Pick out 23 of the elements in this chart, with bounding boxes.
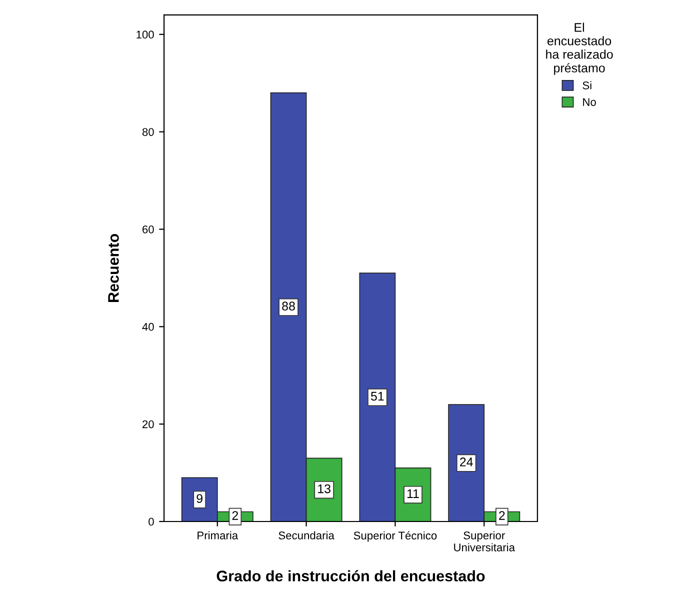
data-label: 2 (499, 511, 505, 520)
legend-label: No (583, 98, 596, 106)
data-label: 88 (282, 302, 295, 311)
y-tick-label: 60 (142, 226, 154, 234)
legend-label: Si (582, 81, 592, 90)
y-axis-title: Recuento (108, 234, 119, 302)
data-label: 13 (318, 484, 330, 494)
y-tick-label: 80 (142, 128, 154, 136)
x-tick-label: Superior Técnico (354, 531, 437, 542)
data-label: 11 (407, 489, 419, 498)
y-tick-label: 0 (148, 518, 154, 526)
x-tick-label: Superior Universitaria (454, 531, 515, 552)
data-label: 24 (460, 458, 473, 466)
x-tick-label: Primaria (198, 531, 238, 540)
y-tick-label: 40 (142, 322, 154, 331)
legend-title: El encuestado ha realizado préstamo (546, 22, 613, 75)
y-tick-label: 20 (142, 420, 154, 428)
x-axis-title: Grado de instrucción del encuestado (216, 570, 485, 582)
data-label: 2 (232, 511, 238, 520)
data-label: 51 (370, 392, 384, 401)
x-tick-label: Secundaria (278, 531, 334, 540)
data-label: 9 (196, 494, 202, 503)
y-tick-label: 100 (136, 30, 154, 39)
